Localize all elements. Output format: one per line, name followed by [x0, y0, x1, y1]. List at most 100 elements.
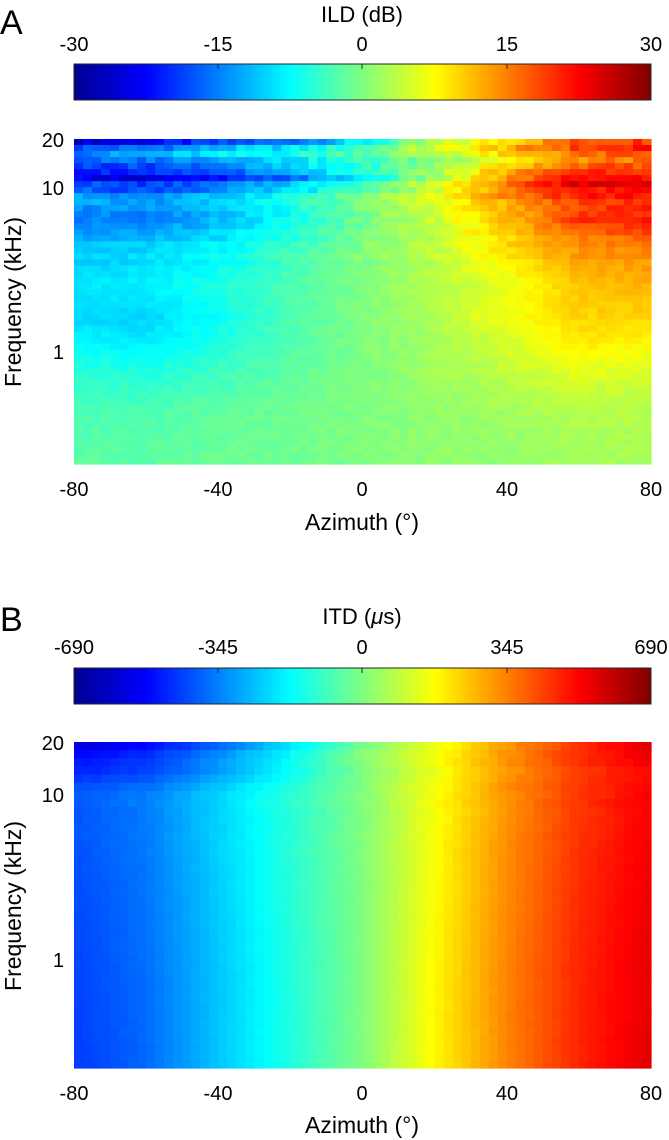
heatmap-cell — [542, 439, 553, 447]
heatmap-cell — [101, 807, 111, 816]
heatmap-cell — [398, 283, 409, 291]
heatmap-cell — [281, 799, 291, 808]
heatmap-cell — [209, 815, 219, 825]
heatmap-cell — [353, 301, 364, 309]
heatmap-cell — [569, 337, 580, 345]
heatmap-cell — [119, 758, 129, 768]
heatmap-cell — [614, 259, 625, 266]
heatmap-cell — [281, 742, 291, 751]
heatmap-cell — [344, 355, 355, 363]
heatmap-cell — [290, 265, 300, 273]
heatmap-cell — [398, 211, 409, 218]
heatmap-cell — [533, 229, 544, 236]
heatmap-cell — [281, 367, 291, 375]
heatmap-cell — [497, 139, 508, 146]
heatmap-cell — [470, 145, 481, 152]
heatmap-cell — [119, 265, 129, 273]
heatmap-cell — [245, 271, 255, 279]
heatmap-cell — [272, 839, 282, 849]
heatmap-cell — [263, 913, 273, 922]
heatmap-cell — [173, 235, 183, 242]
heatmap-cell — [146, 355, 156, 363]
heatmap-cell — [92, 921, 102, 931]
heatmap-cell — [326, 880, 337, 890]
heatmap-cell — [308, 433, 319, 441]
heatmap-cell — [515, 807, 526, 816]
heatmap-cell — [74, 415, 84, 423]
heatmap-cell — [353, 175, 364, 182]
heatmap-cell — [470, 799, 481, 808]
heatmap-cell — [83, 271, 93, 279]
heatmap-cell — [290, 766, 300, 776]
heatmap-cell — [164, 774, 174, 784]
heatmap-cell — [461, 265, 472, 273]
heatmap-cell — [380, 421, 391, 429]
heatmap-cell — [299, 361, 310, 369]
heatmap-cell — [137, 782, 147, 792]
heatmap-cell — [308, 241, 319, 248]
heatmap-cell — [317, 265, 328, 273]
heatmap-cell — [569, 439, 580, 447]
heatmap-cell — [362, 265, 373, 273]
heatmap-cell — [101, 921, 111, 931]
heatmap-cell — [371, 421, 382, 429]
heatmap-cell — [371, 223, 382, 230]
heatmap-cell — [137, 457, 147, 465]
heatmap-cell — [245, 815, 255, 825]
heatmap-cell — [497, 880, 508, 890]
heatmap-cell — [452, 331, 463, 339]
heatmap-cell — [506, 831, 517, 841]
heatmap-cell — [299, 451, 310, 459]
heatmap-cell — [470, 896, 481, 906]
heatmap-cell — [497, 187, 508, 194]
heatmap-cell — [497, 259, 508, 266]
heatmap-cell — [245, 799, 255, 808]
heatmap-cell — [263, 421, 273, 429]
heatmap-cell — [551, 799, 562, 808]
heatmap-cell — [146, 379, 156, 387]
heatmap-cell — [596, 439, 607, 447]
heatmap-cell — [191, 361, 201, 369]
heatmap-cell — [533, 409, 544, 417]
heatmap-cell — [254, 217, 264, 224]
heatmap-cell — [92, 241, 102, 248]
heatmap-cell — [308, 880, 319, 890]
heatmap-cell — [92, 815, 102, 825]
heatmap-cell — [155, 373, 165, 381]
heatmap-cell — [191, 864, 201, 873]
heatmap-cell — [119, 277, 129, 285]
heatmap-cell — [335, 439, 346, 447]
heatmap-cell — [128, 331, 138, 339]
heatmap-cell — [218, 199, 228, 206]
heatmap-cell — [263, 451, 273, 459]
heatmap-cell — [245, 307, 255, 315]
heatmap-cell — [605, 343, 616, 351]
heatmap-cell — [398, 864, 409, 873]
heatmap-cell — [290, 277, 300, 285]
heatmap-cell — [398, 337, 409, 345]
heatmap-cell — [398, 391, 409, 399]
heatmap-cell — [362, 145, 373, 152]
heatmap-cell — [155, 325, 165, 333]
heatmap-cell — [74, 367, 84, 375]
heatmap-cell — [560, 325, 571, 333]
heatmap-cell — [623, 750, 634, 759]
heatmap-cell — [569, 241, 580, 248]
heatmap-cell — [614, 265, 625, 273]
heatmap-cell — [227, 235, 237, 242]
heatmap-cell — [596, 181, 607, 188]
heatmap-cell — [155, 921, 165, 931]
heatmap-cell — [389, 145, 400, 152]
heatmap-cell — [182, 247, 192, 254]
heatmap-cell — [344, 325, 355, 333]
heatmap-cell — [245, 397, 255, 405]
heatmap-cell — [326, 295, 337, 303]
heatmap-cell — [236, 319, 246, 327]
heatmap-cell — [245, 199, 255, 206]
heatmap-cell — [263, 839, 273, 849]
heatmap-cell — [101, 313, 111, 321]
heatmap-cell — [236, 421, 246, 429]
heatmap-cell — [110, 163, 120, 170]
heatmap-cell — [614, 415, 625, 423]
heatmap-cell — [416, 831, 427, 841]
